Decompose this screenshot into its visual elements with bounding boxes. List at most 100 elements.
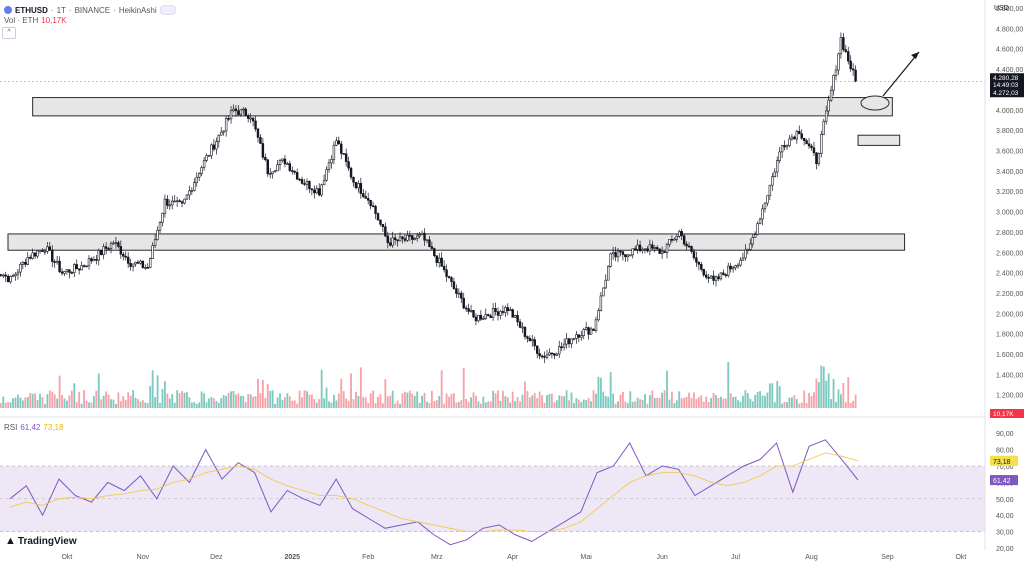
volume-bar (768, 383, 771, 408)
candle-body (269, 173, 272, 175)
candle-body (185, 194, 189, 200)
volume-bar (303, 390, 306, 408)
candle-body (839, 37, 843, 55)
volume-bar (306, 391, 308, 408)
collapse-legend-button[interactable]: ^ (2, 27, 16, 39)
rsi-legend-label: RSI (4, 423, 18, 432)
volume-legend[interactable]: Vol · ETH 10,17K (4, 16, 67, 25)
candle-body (460, 292, 463, 299)
candle-body (680, 231, 683, 236)
volume-bar (168, 398, 171, 408)
candle-body (567, 338, 571, 345)
symbol-legend[interactable]: ETHUSD · 1T · BINANCE · HeikinAshi (4, 5, 176, 15)
tradingview-logo[interactable]: ▲ TradingView (5, 535, 77, 547)
candle-body (180, 201, 184, 204)
candle-body (239, 108, 243, 115)
candle-body (393, 237, 397, 241)
volume-bar (227, 392, 230, 408)
time-axis[interactable]: Okt Nov Dez 2025 Feb Mrz Apr Mai Jun Jul Aug Sep Okt (61, 554, 966, 561)
candle-body (513, 315, 517, 318)
volume-bar (771, 383, 774, 408)
volume-bar (766, 392, 769, 408)
volume-legend-value: 10,17K (41, 16, 67, 25)
volume-bar (92, 396, 95, 408)
candle-body (317, 188, 321, 196)
volume-bar (778, 386, 781, 408)
volume-bar (401, 393, 404, 408)
volume-bar (286, 393, 289, 408)
candle-body (827, 99, 830, 112)
candle-body (707, 277, 710, 279)
candle-body (396, 239, 399, 242)
volume-bar (639, 399, 641, 408)
candle-body (766, 195, 769, 204)
volume-bar (624, 401, 627, 408)
volume-bar (181, 391, 183, 408)
candle-body (423, 232, 426, 241)
brand-name: TradingView (17, 535, 77, 547)
price-tick-label: 5.000,00 (996, 6, 1023, 13)
volume-bar (323, 398, 326, 408)
volume-bar (786, 401, 788, 408)
volume-bar (854, 394, 857, 408)
volume-bar (220, 398, 223, 408)
volume-bar (568, 400, 570, 408)
volume-bar (599, 377, 602, 408)
candle-body (310, 188, 314, 191)
candle-body (655, 247, 659, 250)
candle-body (401, 236, 404, 240)
volume-bar (822, 366, 825, 408)
volume-bar (661, 392, 664, 408)
volume-bar (144, 402, 147, 408)
candle-body (244, 108, 247, 116)
volume-bar (176, 390, 179, 408)
candle-body (68, 269, 71, 273)
volume-bar (800, 402, 803, 408)
volume-bar (702, 401, 705, 408)
candle-body (675, 236, 679, 240)
volume-bar (308, 394, 311, 408)
candle-body (28, 257, 32, 259)
candle-body (295, 172, 299, 180)
candle-body (107, 248, 110, 250)
volume-bar (524, 381, 526, 408)
volume-bar (788, 397, 791, 408)
volume-bar (528, 397, 531, 408)
last-price-badge (990, 73, 1024, 98)
volume-bar (597, 376, 600, 408)
candle-body (366, 198, 370, 201)
volume-bar (423, 392, 426, 408)
candle-body (156, 229, 159, 240)
volume-bar (577, 399, 580, 408)
volume-bar (622, 392, 624, 408)
volume-bar (580, 402, 583, 408)
candle-body (364, 196, 367, 199)
volume-bar (543, 402, 546, 408)
candle-body (736, 264, 740, 267)
candle-body (75, 264, 78, 270)
volume-bar (210, 397, 213, 408)
target-ellipse (860, 95, 890, 111)
volume-bar (2, 396, 5, 408)
candle-body (785, 145, 789, 148)
volume-bar (619, 394, 622, 408)
volume-bar (719, 396, 722, 408)
candle-body (619, 250, 622, 253)
time-tick-label: Mai (581, 554, 593, 561)
volume-bar (705, 396, 708, 408)
candle-body (854, 69, 857, 82)
currency-label[interactable]: USD (994, 5, 1009, 12)
volume-bar (288, 396, 291, 408)
volume-bar (200, 391, 203, 408)
volume-bar (460, 400, 463, 408)
candle-body (783, 145, 786, 148)
legend-actions-icon[interactable] (159, 5, 176, 15)
volume-bar (259, 393, 262, 408)
candle-body (36, 250, 39, 257)
rsi-legend[interactable]: RSI 61,42 73,18 (4, 423, 63, 432)
volume-bar (39, 393, 41, 408)
candle-body (633, 248, 637, 251)
candle-body (256, 128, 260, 138)
